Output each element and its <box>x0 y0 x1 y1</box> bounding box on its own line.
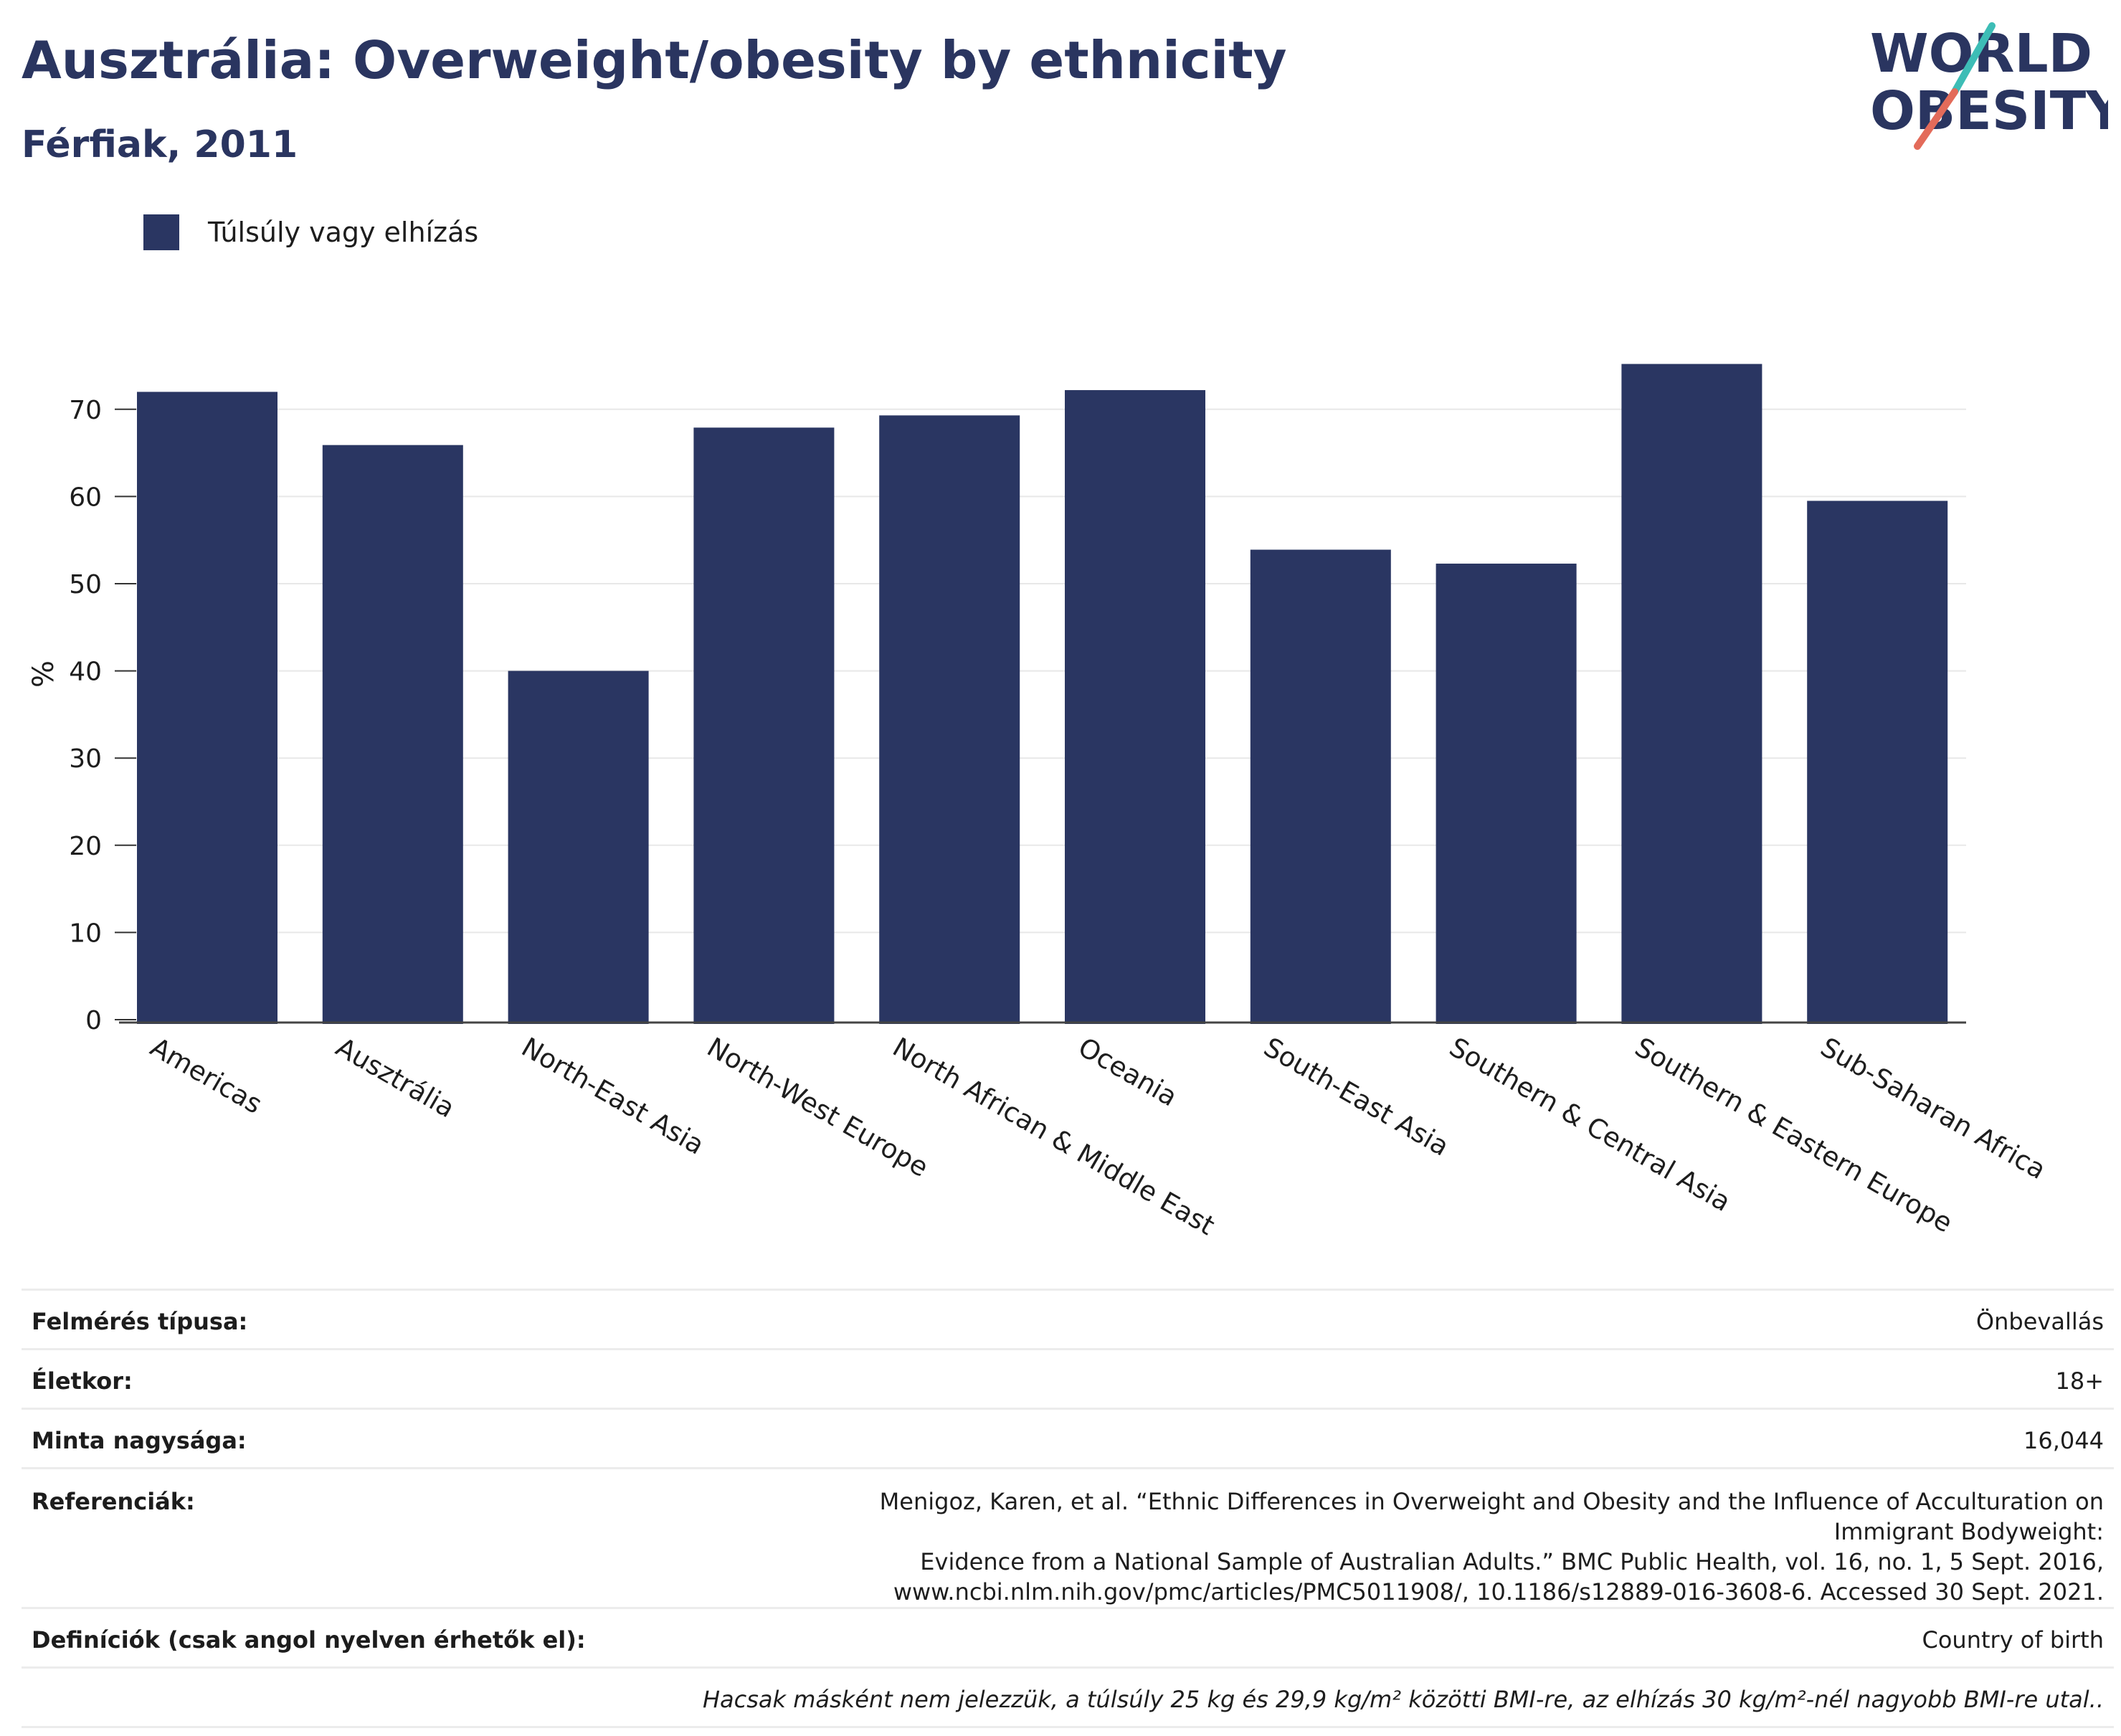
x-axis-ticks: Americas Ausztrália North-East AsiaNorth-W… <box>146 1032 2051 1241</box>
x-tick-label: Ausztrália <box>331 1032 460 1124</box>
reference-line: Evidence from a National Sample of Austr… <box>920 1548 2104 1575</box>
info-value: Önbevallás <box>858 1289 2114 1350</box>
y-tick-label: 0 <box>85 1006 102 1035</box>
info-table: Felmérés típusa: Önbevallás Életkor: 18+… <box>22 1289 2114 1728</box>
chart-title: Ausztrália: Overweight/obesity by ethnic… <box>22 30 1287 90</box>
info-value: Country of birth <box>858 1607 2114 1668</box>
y-tick-label: 70 <box>69 396 102 425</box>
world-obesity-logo: WORLD OBESITY <box>1870 22 2108 150</box>
bar <box>1807 501 1948 1024</box>
info-key: Referenciák: <box>22 1467 859 1608</box>
y-tick-label: 60 <box>69 483 102 512</box>
info-key: Minta nagysága: <box>22 1408 859 1469</box>
info-row-survey-type: Felmérés típusa: Önbevallás <box>22 1289 2114 1350</box>
y-tick-label: 30 <box>69 744 102 774</box>
y-axis-ticks: 0 10 20 30 40 50 60 70 <box>69 396 102 1035</box>
logo-line1: WORLD <box>1870 23 2092 85</box>
info-row-age: Életkor: 18+ <box>22 1348 2114 1409</box>
bar <box>137 392 277 1024</box>
info-key: Definíciók (csak angol nyelven érhetők e… <box>22 1607 859 1668</box>
info-row-definitions: Definíciók (csak angol nyelven érhetők e… <box>22 1607 2114 1668</box>
reference-line: Menigoz, Karen, et al. “Ethnic Differenc… <box>879 1488 2104 1545</box>
x-tick-label: Americas <box>146 1032 267 1120</box>
legend-swatch <box>143 214 179 250</box>
bar <box>1436 564 1577 1024</box>
bars <box>119 364 1966 1024</box>
y-tick-label: 50 <box>69 570 102 599</box>
legend: Túlsúly vagy elhízás <box>143 212 478 252</box>
reference-line: www.ncbi.nlm.nih.gov/pmc/articles/PMC501… <box>893 1578 2104 1605</box>
bar <box>693 427 835 1024</box>
logo-line2: OBESITY <box>1870 80 2108 142</box>
info-row-sample-size: Minta nagysága: 16,044 <box>22 1408 2114 1469</box>
bar-chart: 0 10 20 30 40 50 60 70 Americas Ausztrália North-… <box>27 364 2051 1241</box>
bar <box>879 415 1020 1024</box>
bar <box>1621 364 1762 1024</box>
info-value: Menigoz, Karen, et al. “Ethnic Differenc… <box>858 1467 2114 1608</box>
bar <box>322 445 463 1024</box>
info-key: Felmérés típusa: <box>22 1289 859 1350</box>
x-tick-label: Southern & Eastern Europe <box>1630 1032 1958 1239</box>
info-value: 16,044 <box>858 1408 2114 1469</box>
x-tick-label: North African & Middle East <box>888 1032 1220 1241</box>
x-tick-label: North-East Asia <box>516 1032 709 1161</box>
y-axis-label: % <box>27 660 60 688</box>
info-key: Életkor: <box>22 1348 859 1409</box>
info-row-footnote: Hacsak másként nem jelezzük, a túlsúly 2… <box>22 1666 2114 1728</box>
bar <box>1250 549 1391 1024</box>
chart-subtitle: Férfiak, 2011 <box>22 123 298 166</box>
info-value: 18+ <box>858 1348 2114 1409</box>
footnote: Hacsak másként nem jelezzük, a túlsúly 2… <box>22 1666 2114 1728</box>
logo-slash-teal <box>1951 22 1996 95</box>
y-tick-label: 20 <box>69 832 102 861</box>
logo-slash-coral <box>1914 88 1958 150</box>
bar <box>508 670 649 1024</box>
info-row-references: Referenciák: Menigoz, Karen, et al. “Eth… <box>22 1467 2114 1608</box>
bar <box>1065 390 1205 1024</box>
y-tick-label: 10 <box>69 919 102 948</box>
legend-label: Túlsúly vagy elhízás <box>208 217 479 248</box>
x-tick-label: South-East Asia <box>1258 1032 1454 1162</box>
y-tick-label: 40 <box>69 658 102 687</box>
x-tick-label: Oceania <box>1073 1032 1183 1113</box>
